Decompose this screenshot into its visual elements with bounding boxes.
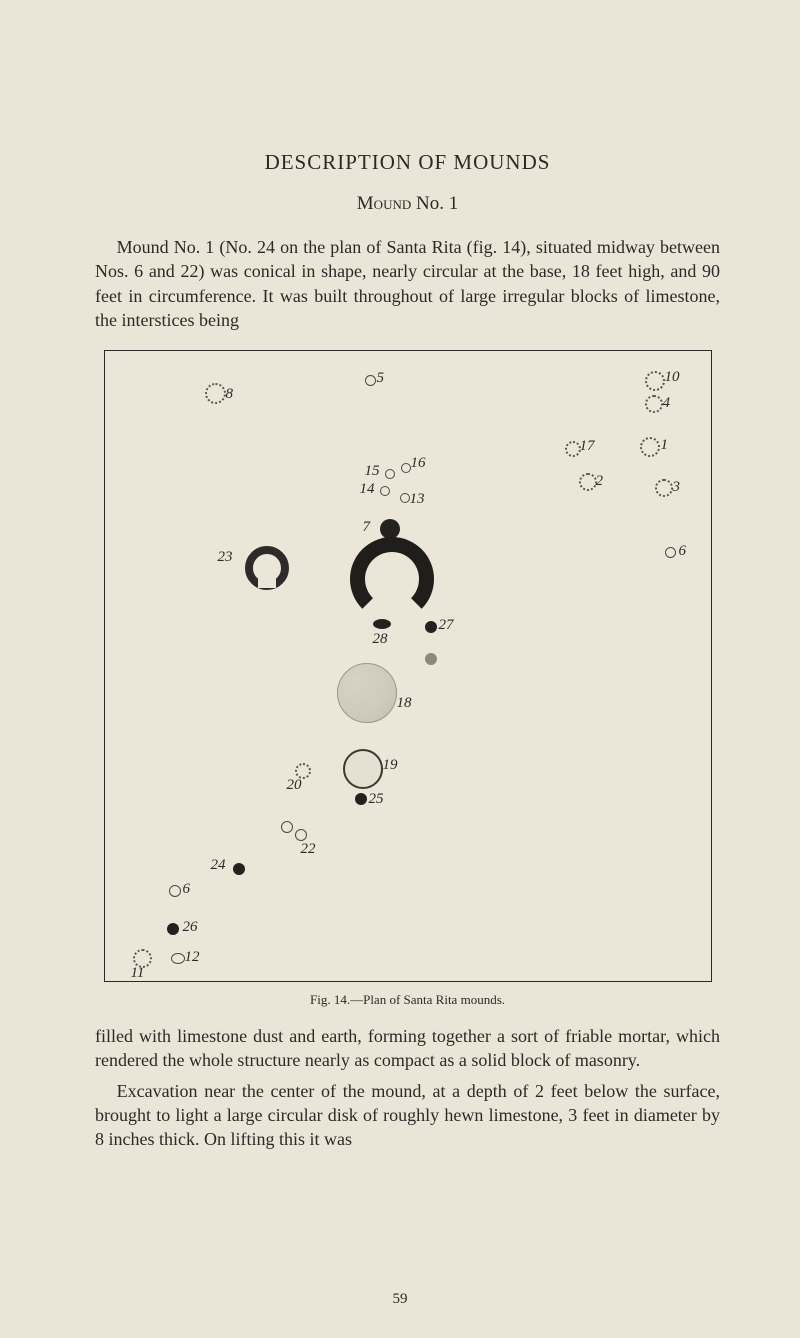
subtitle-no: No. 1 — [411, 193, 458, 214]
page-number: 59 — [0, 1291, 800, 1308]
label-4: 4 — [663, 395, 671, 412]
mound-3-icon — [655, 479, 673, 497]
label-22: 22 — [301, 841, 316, 858]
label-17: 17 — [580, 438, 595, 455]
mound-7-knob-icon — [380, 519, 400, 539]
label-16: 16 — [411, 455, 426, 472]
label-5: 5 — [377, 370, 385, 387]
label-27: 27 — [439, 617, 454, 634]
mound-14-icon — [380, 486, 390, 496]
mound-6l-icon — [169, 885, 181, 897]
label-11: 11 — [131, 965, 145, 982]
mound-26-icon — [167, 923, 179, 935]
label-26: 26 — [183, 919, 198, 936]
mound-28-icon — [373, 619, 391, 629]
mound-1-icon — [640, 437, 660, 457]
label-7: 7 — [363, 519, 371, 536]
label-6r: 6 — [679, 543, 687, 560]
mound-18-icon — [337, 663, 397, 723]
label-14: 14 — [360, 481, 375, 498]
mound-22a-icon — [281, 821, 293, 833]
label-23: 23 — [218, 549, 233, 566]
mound-7-icon — [350, 537, 434, 621]
mound-6r-icon — [665, 547, 676, 558]
label-28: 28 — [373, 631, 388, 648]
label-15: 15 — [365, 463, 380, 480]
label-19: 19 — [383, 757, 398, 774]
mound-16-icon — [401, 463, 411, 473]
mound-2-icon — [579, 473, 597, 491]
label-18: 18 — [397, 695, 412, 712]
mound-15-icon — [385, 469, 395, 479]
label-6l: 6 — [183, 881, 191, 898]
subtitle-word: Mound — [357, 193, 411, 214]
label-24: 24 — [211, 857, 226, 874]
paragraph-3: Excavation near the center of the mound,… — [95, 1079, 720, 1152]
label-20: 20 — [287, 777, 302, 794]
mound-27-icon — [425, 621, 437, 633]
label-25: 25 — [369, 791, 384, 808]
mound-unlabeled-icon — [425, 653, 437, 665]
label-1: 1 — [661, 437, 669, 454]
mound-23-icon — [245, 546, 289, 590]
mound-19-icon — [343, 749, 383, 789]
mound-25-icon — [355, 793, 367, 805]
label-3: 3 — [673, 479, 681, 496]
figure-caption: Fig. 14.—Plan of Santa Rita mounds. — [95, 992, 720, 1008]
section-subtitle: Mound No. 1 — [95, 193, 720, 215]
mound-13-icon — [400, 493, 410, 503]
mound-24-icon — [233, 863, 245, 875]
label-10: 10 — [665, 369, 680, 386]
page: DESCRIPTION OF MOUNDS Mound No. 1 Mound … — [0, 0, 800, 1338]
label-12: 12 — [185, 949, 200, 966]
mound-22b-icon — [295, 829, 307, 841]
mound-12-icon — [171, 953, 185, 964]
mound-8-icon — [205, 383, 226, 404]
mound-5-icon — [365, 375, 376, 386]
page-title: DESCRIPTION OF MOUNDS — [95, 150, 720, 175]
figure-plan: 8 5 10 4 17 1 2 3 15 16 14 13 6 23 7 — [104, 350, 712, 982]
mound-10-icon — [645, 371, 665, 391]
label-2: 2 — [596, 473, 604, 490]
mound-4-icon — [645, 395, 663, 413]
mound-17-icon — [565, 441, 581, 457]
paragraph-2: filled with limestone dust and earth, fo… — [95, 1024, 720, 1073]
label-13: 13 — [410, 491, 425, 508]
label-8: 8 — [226, 386, 234, 403]
paragraph-1: Mound No. 1 (No. 24 on the plan of Santa… — [95, 235, 720, 332]
